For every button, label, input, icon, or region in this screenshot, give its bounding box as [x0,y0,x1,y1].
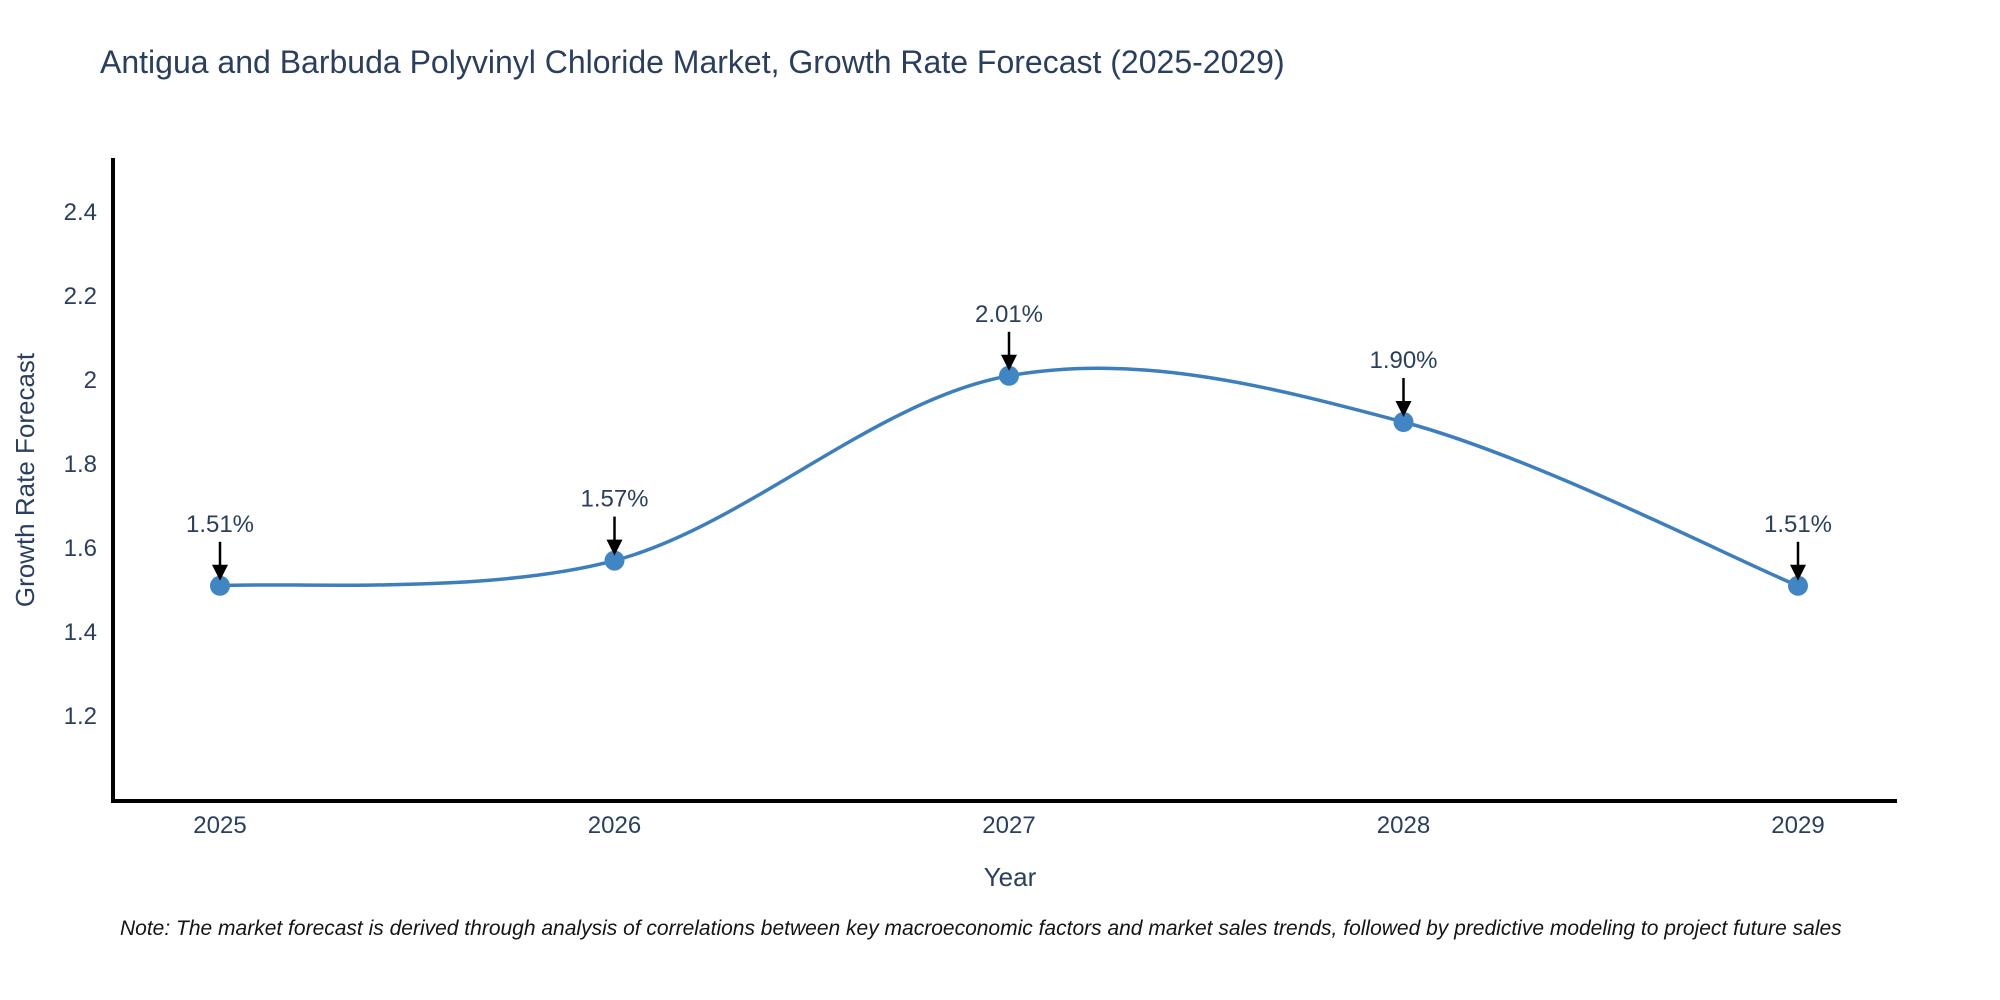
point-value-label: 1.51% [1764,511,1832,538]
y-tick-label: 2.4 [64,199,97,226]
data-point-marker [999,365,1019,386]
data-point-marker [1788,575,1808,596]
data-point-marker [210,575,230,596]
series-line [219,366,1799,588]
data-point-marker [604,550,625,571]
forecast-line [219,366,1799,588]
y-tick-label: 1.2 [64,703,97,730]
annotation-arrowhead [1790,564,1806,581]
x-axis-title: Year [984,862,1037,892]
annotation-arrowhead [212,564,228,581]
chart-title: Antigua and Barbuda Polyvinyl Chloride M… [100,44,1285,80]
annotation-arrowhead [606,539,623,556]
y-tick-label: 1.6 [64,535,97,562]
y-tick-label: 1.8 [64,451,97,478]
data-points [210,365,1808,596]
y-axis-ticks: 1.2 1.4 1.6 1.8 2 2.2 2.4 [64,199,97,730]
x-tick-label: 2027 [982,812,1035,839]
footnote: Note: The market forecast is derived thr… [120,917,1842,940]
annotation-arrowhead [1001,354,1017,371]
annotations: 1.51% 1.57% 2.01% 1.90% 1.51% [186,301,1832,581]
y-axis-title: Growth Rate Forecast [10,352,40,607]
x-tick-label: 2025 [193,812,246,839]
x-tick-label: 2029 [1771,812,1824,839]
annotation-arrowhead [1395,401,1412,417]
point-value-label: 2.01% [975,301,1043,328]
x-tick-label: 2028 [1377,812,1430,839]
x-axis-ticks: 2025 2026 2027 2028 2029 [193,812,1824,839]
y-tick-label: 1.4 [64,619,97,646]
y-tick-label: 2.2 [64,283,97,310]
point-value-label: 1.90% [1369,347,1437,374]
point-value-label: 1.57% [580,486,648,513]
x-tick-label: 2026 [588,812,641,839]
axis-lines [111,158,1897,803]
data-point-marker [1393,412,1414,432]
y-tick-label: 2 [84,367,97,394]
point-value-label: 1.51% [186,511,254,538]
